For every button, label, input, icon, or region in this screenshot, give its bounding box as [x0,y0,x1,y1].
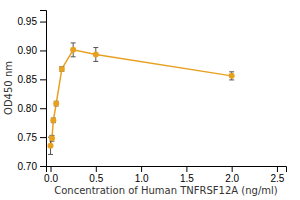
tick-label: 1.0 [135,173,149,184]
tick-mark [40,137,46,138]
points [48,47,235,149]
tick: 0.70 [18,161,46,172]
point [70,47,76,53]
tick-label: 0.0 [44,173,58,184]
tick-label: 0.85 [18,74,38,85]
tick: 2.0 [225,166,239,184]
error-bar-cap [229,71,234,72]
tick-label: 0.80 [18,103,38,114]
tick-mark [141,166,142,172]
tick-label: 0.70 [18,161,38,172]
tick-mark [40,108,46,109]
point [53,101,59,107]
y-axis: 0.70 0.75 0.80 0.85 0.90 0.95 [18,11,47,172]
tick-label: 0.95 [18,16,38,27]
chart: 0.00.51.01.52.02.50.700.750.800.850.900.… [0,0,300,200]
axis-line [47,167,287,173]
tick-mark [40,50,46,51]
tick-label: 0.75 [18,132,38,143]
tick-mark [186,166,187,172]
tick-label: 2.0 [225,173,239,184]
tick: 0.80 [18,103,46,114]
tick-label: 0.5 [89,173,103,184]
tick: 2.5 [270,166,284,184]
tick: 0.75 [18,132,46,143]
tick: 0.90 [18,45,46,56]
tick-mark [96,166,97,172]
error-bar-cap [48,154,53,155]
tick-mark [277,166,278,172]
error-bar [49,135,54,141]
point [229,73,235,79]
point [93,51,99,57]
marks [48,43,235,155]
point [50,117,56,123]
error-bar-cap [93,61,98,62]
axis-line [40,11,47,167]
error-bar [71,43,76,57]
y-axis-title: OD450 nm [3,61,14,115]
error-bar-cap [71,42,76,43]
plot: 0.00.51.01.52.02.50.700.750.800.850.900.… [18,11,287,185]
error-bar-cap [71,56,76,57]
point [59,66,65,72]
tick-label: 0.90 [18,45,38,56]
tick-mark [40,79,46,80]
line [51,50,232,146]
tick: 0.85 [18,74,46,85]
tick: 0.5 [89,166,103,184]
error-bar [229,72,234,80]
tick-mark [40,22,46,23]
tick-label: 1.5 [180,173,194,184]
error-bar [51,118,56,123]
tick-mark [232,166,233,172]
tick: 0.0 [44,166,58,184]
tick-mark [40,166,46,167]
tick: 1.5 [180,166,194,184]
error-bar-cap [229,79,234,80]
point [49,135,55,141]
error-bar [93,48,98,62]
point [48,143,54,149]
tick-mark [51,166,52,172]
tick: 1.0 [135,166,149,184]
error-bar [54,101,59,106]
error-bar [59,67,64,72]
error-bar-cap [93,47,98,48]
x-axis: 0.0 0.5 1.0 1.5 2.0 2.5 [44,166,286,184]
tick-label: 2.5 [270,173,284,184]
tick: 0.95 [18,16,46,27]
x-axis-title: Concentration of Human TNFRSF12A (ng/ml) [54,185,278,196]
error-bars [48,43,234,155]
